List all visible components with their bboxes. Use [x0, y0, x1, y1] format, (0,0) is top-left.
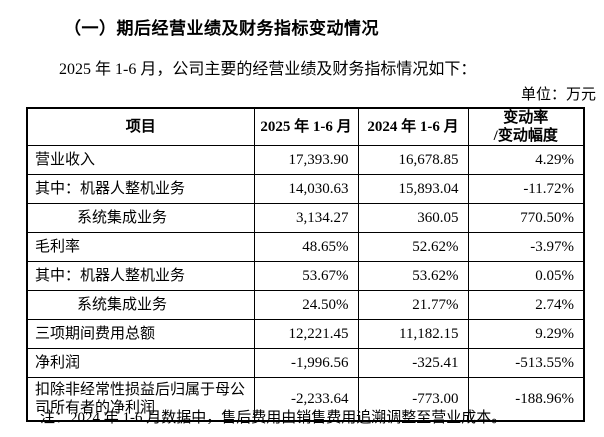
value-2024: 11,182.15 — [357, 319, 469, 349]
row-label: 扣除非经常性损益后归属于母公司所有者的净利润 — [26, 377, 255, 422]
value-2025: -1,996.56 — [253, 348, 359, 378]
value-change: -3.97% — [467, 232, 585, 262]
footnote: 注：2024 年 1-6 月数据中，售后费用由销售费用追溯调整至营业成本。 — [40, 410, 507, 426]
row-label: 净利润 — [26, 348, 255, 378]
row-label: 其中：机器人整机业务 — [26, 174, 255, 204]
header-item: 项目 — [26, 107, 255, 146]
table-row-net-profit: 净利润 -1,996.56 -325.41 -513.55% — [26, 348, 585, 378]
table-row-revenue: 营业收入 17,393.90 16,678.85 4.29% — [26, 145, 585, 175]
financial-indicators-table: 项目 2025 年 1-6 月 2024 年 1-6 月 变动率 /变动幅度 营… — [26, 107, 585, 422]
header-change-rate: 变动率 /变动幅度 — [467, 107, 585, 146]
value-change: -11.72% — [467, 174, 585, 204]
value-change: -188.96% — [467, 377, 585, 422]
value-2025: 14,030.63 — [253, 174, 359, 204]
table-row-robot-margin: 其中：机器人整机业务 53.67% 53.62% 0.05% — [26, 261, 585, 291]
value-2024: 16,678.85 — [357, 145, 469, 175]
row-label: 营业收入 — [26, 145, 255, 175]
row-label: 三项期间费用总额 — [26, 319, 255, 349]
value-change: 0.05% — [467, 261, 585, 291]
table-row-system-integration: 系统集成业务 3,134.27 360.05 770.50% — [26, 203, 585, 233]
value-change: 2.74% — [467, 290, 585, 320]
value-2025: 3,134.27 — [253, 203, 359, 233]
value-2025: 24.50% — [253, 290, 359, 320]
value-change: 770.50% — [467, 203, 585, 233]
unit-label: 单位：万元 — [520, 87, 596, 103]
value-2025: 53.67% — [253, 261, 359, 291]
row-label: 系统集成业务 — [26, 203, 255, 233]
table-row-integration-margin: 系统集成业务 24.50% 21.77% 2.74% — [26, 290, 585, 320]
table-header-row: 项目 2025 年 1-6 月 2024 年 1-6 月 变动率 /变动幅度 — [26, 107, 585, 146]
table-row-gross-margin: 毛利率 48.65% 52.62% -3.97% — [26, 232, 585, 262]
value-2024: 360.05 — [357, 203, 469, 233]
value-2024: 52.62% — [357, 232, 469, 262]
header-2024: 2024 年 1-6 月 — [357, 107, 469, 146]
value-change: -513.55% — [467, 348, 585, 378]
value-2025: 48.65% — [253, 232, 359, 262]
value-2024: 53.62% — [357, 261, 469, 291]
value-2025: 12,221.45 — [253, 319, 359, 349]
intro-paragraph: 2025 年 1-6 月，公司主要的经营业绩及财务指标情况如下： — [59, 61, 477, 78]
table-row-adjusted-net-profit: 扣除非经常性损益后归属于母公司所有者的净利润 -2,233.64 -773.00… — [26, 377, 585, 422]
value-2025: -2,233.64 — [253, 377, 359, 422]
value-2024: 15,893.04 — [357, 174, 469, 204]
table-row-period-expenses: 三项期间费用总额 12,221.45 11,182.15 9.29% — [26, 319, 585, 349]
row-label: 其中：机器人整机业务 — [26, 261, 255, 291]
value-change: 4.29% — [467, 145, 585, 175]
value-2024: -773.00 — [357, 377, 469, 422]
section-title: （一）期后经营业绩及财务指标变动情况 — [64, 19, 379, 38]
header-2025: 2025 年 1-6 月 — [253, 107, 359, 146]
row-label: 系统集成业务 — [26, 290, 255, 320]
value-2024: 21.77% — [357, 290, 469, 320]
table-row-robot-business: 其中：机器人整机业务 14,030.63 15,893.04 -11.72% — [26, 174, 585, 204]
row-label: 毛利率 — [26, 232, 255, 262]
value-2025: 17,393.90 — [253, 145, 359, 175]
value-change: 9.29% — [467, 319, 585, 349]
value-2024: -325.41 — [357, 348, 469, 378]
